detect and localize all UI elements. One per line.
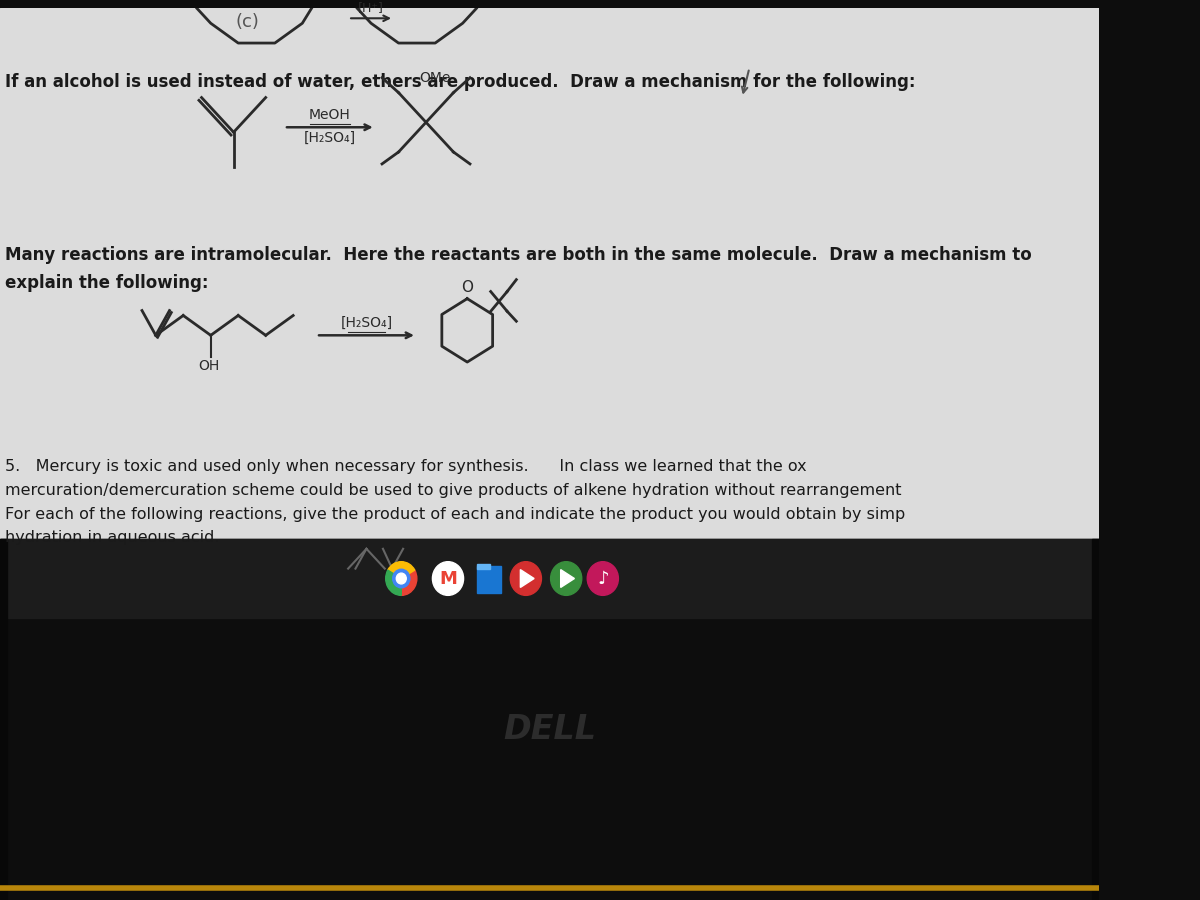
Circle shape [587,562,618,596]
Text: MeOH: MeOH [308,108,350,122]
Text: M: M [439,570,457,588]
Bar [478,565,502,593]
Text: [H⁺]: [H⁺] [358,1,384,14]
Text: mercuration/demercuration scheme could be used to give products of alkene hydrat: mercuration/demercuration scheme could b… [5,483,901,498]
Circle shape [392,570,410,588]
Text: (c): (c) [235,14,259,32]
Polygon shape [521,570,534,588]
Bar [478,563,490,569]
Text: OH: OH [198,359,220,374]
Text: Many reactions are intramolecular.  Here the reactants are both in the same mole: Many reactions are intramolecular. Here … [5,246,1031,264]
Text: OMe: OMe [420,71,451,85]
Text: ♪: ♪ [598,570,608,588]
Text: explain the following:: explain the following: [5,274,208,292]
Polygon shape [560,570,575,588]
Circle shape [510,562,541,596]
Text: If an alcohol is used instead of water, ethers are produced.  Draw a mechanism f: If an alcohol is used instead of water, … [5,73,916,91]
Circle shape [396,573,407,584]
Text: hydration in aqueous acid.: hydration in aqueous acid. [5,530,220,545]
Bar [0,539,1099,618]
Text: [H₂SO₄]: [H₂SO₄] [341,317,392,330]
Bar [1092,539,1099,900]
Bar [0,539,7,900]
Circle shape [432,562,463,596]
Bar [0,539,1099,900]
Text: DELL: DELL [503,713,596,746]
Text: 5.   Mercury is toxic and used only when necessary for synthesis.      In class : 5. Mercury is toxic and used only when n… [5,459,806,474]
Wedge shape [401,570,416,596]
Circle shape [551,562,582,596]
Wedge shape [388,562,415,579]
Bar [0,8,1099,539]
Text: O: O [461,280,473,294]
Wedge shape [385,570,401,596]
Text: [H₂SO₄]: [H₂SO₄] [304,131,356,145]
Text: For each of the following reactions, give the product of each and indicate the p: For each of the following reactions, giv… [5,507,905,522]
